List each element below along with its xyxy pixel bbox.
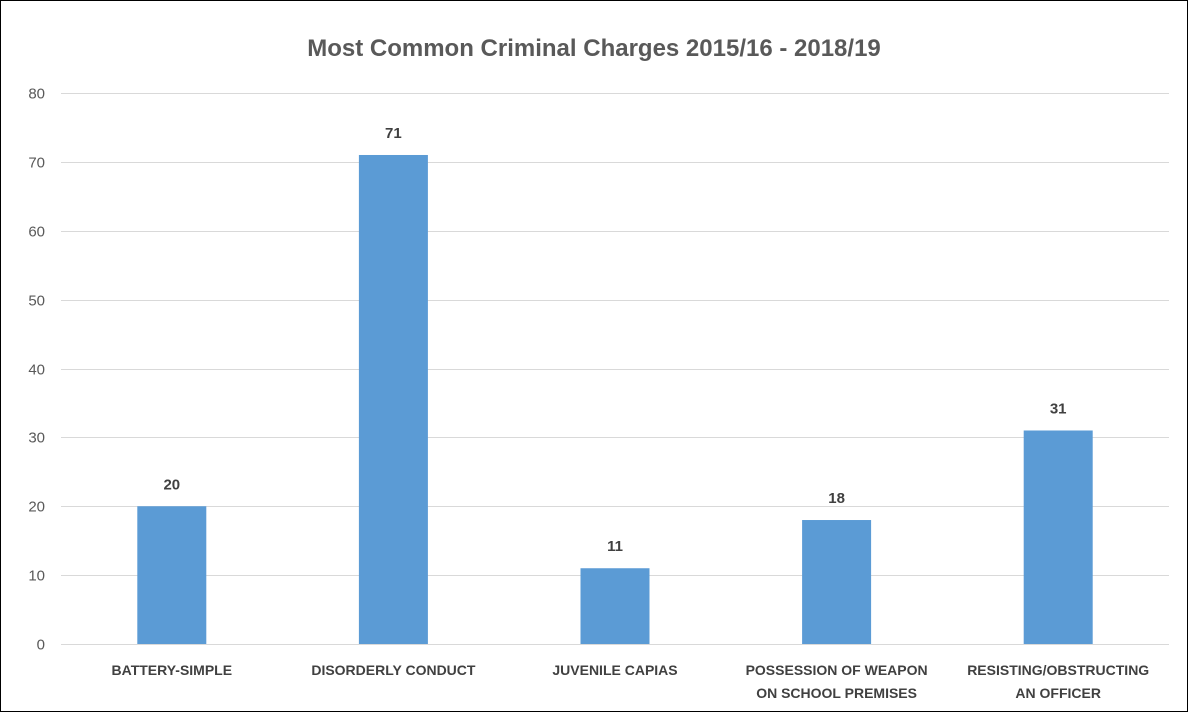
category-label: ON SCHOOL PREMISES — [756, 685, 917, 701]
y-tick-label: 60 — [28, 224, 45, 241]
x-axis-category-labels: BATTERY-SIMPLE DISORDERLY CONDUCT JUVENILE… — [112, 662, 1150, 701]
bar — [1023, 430, 1093, 644]
bar — [580, 568, 650, 644]
y-tick-label: 10 — [28, 568, 45, 585]
y-tick-label: 50 — [28, 293, 45, 310]
bars — [137, 154, 1093, 645]
bar — [358, 154, 428, 645]
y-tick-label: 30 — [28, 430, 45, 447]
data-label: 18 — [828, 490, 845, 507]
y-tick-label: 70 — [28, 155, 45, 172]
category-label: POSSESSION OF WEAPON — [746, 662, 928, 678]
y-tick-label: 80 — [28, 86, 45, 103]
y-tick-label: 0 — [37, 637, 45, 654]
data-label: 11 — [607, 538, 623, 555]
bar — [137, 506, 207, 644]
category-label: DISORDERLY CONDUCT — [311, 662, 476, 678]
chart-title: Most Common Criminal Charges 2015/16 - 2… — [307, 35, 881, 62]
category-label: JUVENILE CAPIAS — [552, 662, 677, 678]
data-labels: 20 71 11 18 31 — [163, 125, 1066, 555]
category-label: AN OFFICER — [1015, 685, 1101, 701]
bar — [802, 520, 872, 644]
data-label: 31 — [1050, 400, 1067, 417]
category-label: BATTERY-SIMPLE — [112, 662, 233, 678]
gridlines — [61, 93, 1169, 645]
data-label: 71 — [385, 125, 402, 142]
y-tick-label: 20 — [28, 499, 45, 516]
y-tick-label: 40 — [28, 362, 45, 379]
y-axis-tick-labels: 0 10 20 30 40 50 60 70 80 — [28, 86, 45, 654]
data-label: 20 — [163, 476, 180, 493]
category-label: RESISTING/OBSTRUCTING — [967, 662, 1149, 678]
